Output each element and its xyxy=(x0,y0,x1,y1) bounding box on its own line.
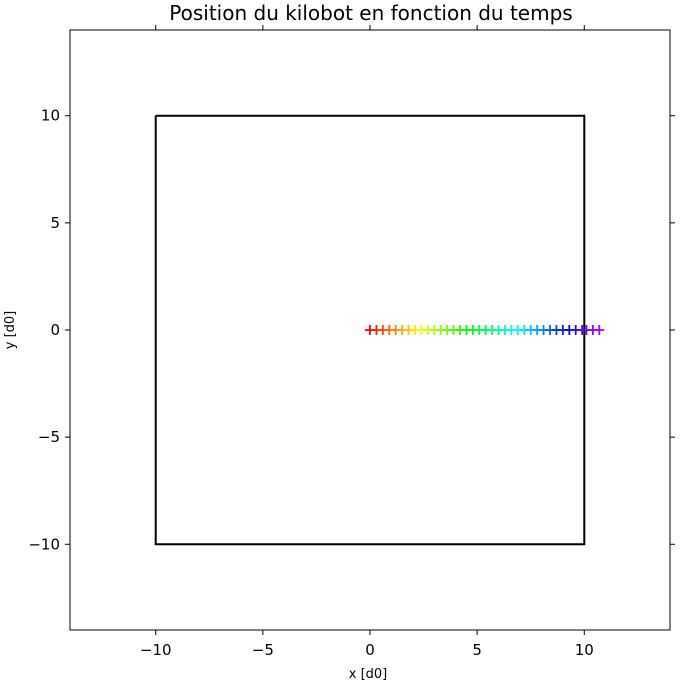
chart-title: Position du kilobot en fonction du temps xyxy=(169,1,572,25)
x-tick-label: −5 xyxy=(252,641,274,659)
y-tick-label: 5 xyxy=(50,214,60,232)
x-tick-label: −10 xyxy=(140,641,172,659)
y-tick-label: 10 xyxy=(41,107,60,125)
trajectory-point xyxy=(594,325,605,335)
y-axis-label: y [d0] xyxy=(3,311,18,350)
arena-boundary xyxy=(154,114,586,546)
y-tick-label: 0 xyxy=(50,321,60,339)
boundary-layer xyxy=(154,114,586,546)
x-tick-label: 5 xyxy=(472,641,482,659)
x-axis-label: x [d0] xyxy=(349,667,388,682)
axis-ticks: −10 −5 0 5 10 −10 −5 0 5 10 xyxy=(28,25,675,659)
y-tick-label: −5 xyxy=(38,428,60,446)
trajectory-points xyxy=(365,325,605,335)
y-tick-label: −10 xyxy=(28,535,60,553)
plot-area-frame xyxy=(69,29,671,631)
x-tick-label: 10 xyxy=(575,641,594,659)
x-tick-label: 0 xyxy=(365,641,375,659)
